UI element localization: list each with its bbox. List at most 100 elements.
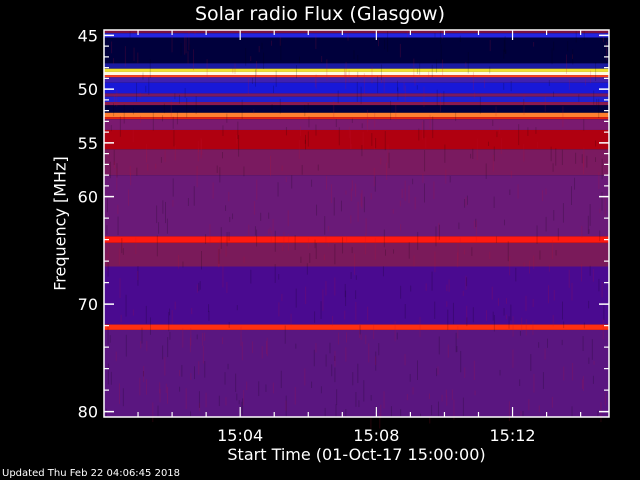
texture-streak — [360, 193, 362, 207]
texture-streak — [190, 373, 192, 380]
texture-streak — [272, 219, 274, 236]
texture-streak — [456, 346, 458, 353]
texture-streak — [209, 224, 211, 246]
texture-streak — [353, 50, 355, 60]
texture-streak — [374, 406, 376, 412]
texture-streak — [504, 219, 506, 226]
texture-streak — [370, 193, 372, 200]
texture-streak — [455, 332, 457, 353]
texture-streak — [165, 383, 167, 393]
texture-streak — [345, 408, 347, 430]
texture-streak — [285, 126, 287, 136]
texture-streak — [572, 49, 574, 65]
texture-streak — [132, 107, 134, 115]
texture-streak — [208, 310, 210, 321]
texture-streak — [192, 49, 194, 71]
texture-streak — [311, 179, 313, 187]
texture-streak — [156, 235, 158, 257]
texture-streak — [327, 225, 329, 232]
texture-streak — [189, 44, 191, 50]
texture-streak — [142, 72, 144, 80]
texture-streak — [174, 93, 176, 100]
texture-streak — [562, 301, 564, 320]
texture-streak — [271, 104, 273, 111]
texture-streak — [532, 298, 534, 307]
texture-streak — [510, 304, 512, 321]
texture-streak — [117, 216, 119, 236]
band — [104, 236, 609, 243]
texture-streak — [194, 366, 196, 380]
texture-streak — [462, 397, 464, 417]
texture-streak — [532, 320, 534, 335]
texture-streak — [109, 335, 111, 343]
texture-streak — [423, 120, 425, 139]
texture-streak — [125, 334, 127, 357]
band — [104, 149, 609, 176]
texture-streak — [368, 343, 370, 363]
band — [104, 102, 609, 106]
texture-streak — [444, 144, 446, 163]
texture-streak — [200, 251, 202, 270]
texture-streak — [123, 104, 125, 124]
texture-streak — [459, 237, 461, 244]
texture-streak — [521, 317, 523, 332]
texture-streak — [274, 264, 276, 283]
texture-streak — [337, 332, 339, 345]
texture-streak — [433, 181, 435, 199]
texture-streak — [364, 233, 366, 255]
texture-streak — [278, 302, 280, 317]
texture-streak — [472, 72, 474, 90]
texture-streak — [512, 349, 514, 368]
texture-streak — [130, 172, 132, 186]
texture-streak — [519, 330, 521, 336]
texture-streak — [168, 311, 170, 332]
texture-streak — [499, 369, 501, 376]
texture-streak — [361, 190, 363, 209]
texture-streak — [603, 33, 605, 43]
texture-streak — [596, 98, 598, 106]
texture-streak — [574, 177, 576, 190]
texture-streak — [542, 190, 544, 202]
texture-streak — [251, 77, 253, 84]
band — [104, 112, 609, 118]
band — [104, 324, 609, 330]
texture-streak — [370, 416, 372, 429]
texture-streak — [584, 79, 586, 86]
texture-streak — [598, 278, 600, 292]
texture-streak — [557, 228, 559, 241]
texture-streak — [348, 70, 350, 83]
texture-streak — [360, 333, 362, 340]
texture-streak — [325, 281, 327, 296]
texture-streak — [530, 354, 532, 372]
texture-streak — [348, 126, 350, 139]
texture-streak — [493, 196, 495, 209]
texture-streak — [590, 70, 592, 84]
texture-streak — [419, 316, 421, 338]
texture-streak — [416, 85, 418, 90]
texture-streak — [371, 133, 373, 146]
texture-streak — [226, 113, 228, 123]
texture-streak — [496, 131, 498, 138]
texture-streak — [599, 230, 601, 242]
texture-streak — [547, 285, 549, 304]
texture-streak — [510, 81, 512, 92]
texture-streak — [410, 285, 412, 292]
texture-streak — [106, 198, 108, 213]
texture-streak — [533, 42, 535, 47]
texture-streak — [345, 190, 347, 195]
texture-streak — [492, 119, 494, 126]
texture-streak — [393, 249, 395, 254]
texture-streak — [350, 143, 352, 149]
texture-streak — [344, 283, 346, 298]
texture-streak — [538, 342, 540, 348]
texture-streak — [458, 222, 460, 230]
texture-streak — [384, 131, 386, 151]
texture-streak — [334, 277, 336, 296]
texture-streak — [408, 185, 410, 204]
texture-streak — [519, 379, 521, 387]
texture-streak — [294, 386, 296, 405]
texture-streak — [453, 399, 455, 420]
texture-streak — [224, 372, 226, 385]
texture-streak — [333, 197, 335, 216]
texture-streak — [439, 31, 441, 44]
